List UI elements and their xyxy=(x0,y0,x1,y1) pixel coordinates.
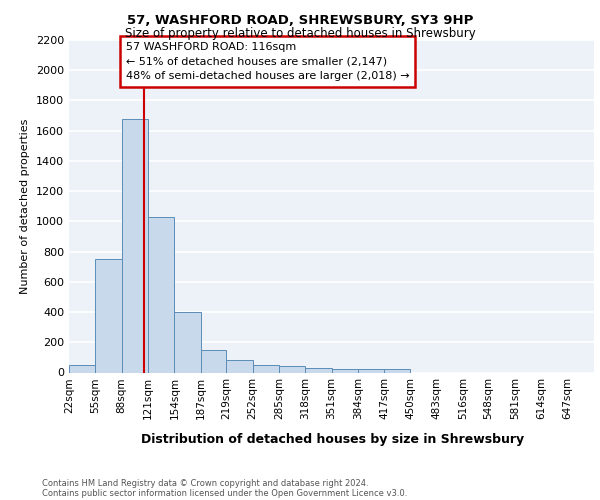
Text: 57, WASHFORD ROAD, SHREWSBURY, SY3 9HP: 57, WASHFORD ROAD, SHREWSBURY, SY3 9HP xyxy=(127,14,473,27)
Bar xyxy=(148,217,175,372)
Bar xyxy=(95,259,122,372)
Text: Contains HM Land Registry data © Crown copyright and database right 2024.: Contains HM Land Registry data © Crown c… xyxy=(42,479,368,488)
Bar xyxy=(226,360,253,372)
Y-axis label: Number of detached properties: Number of detached properties xyxy=(20,118,31,294)
Bar xyxy=(253,365,279,372)
Bar xyxy=(175,312,200,372)
Bar xyxy=(200,350,226,372)
Bar xyxy=(69,365,95,372)
Text: Contains public sector information licensed under the Open Government Licence v3: Contains public sector information licen… xyxy=(42,489,407,498)
Bar xyxy=(305,368,331,372)
Bar xyxy=(331,368,358,372)
Bar xyxy=(384,370,410,372)
Bar xyxy=(279,366,305,372)
Bar xyxy=(358,370,384,372)
Bar xyxy=(122,118,148,372)
Text: Distribution of detached houses by size in Shrewsbury: Distribution of detached houses by size … xyxy=(142,432,524,446)
Text: Size of property relative to detached houses in Shrewsbury: Size of property relative to detached ho… xyxy=(125,28,475,40)
Text: 57 WASHFORD ROAD: 116sqm
← 51% of detached houses are smaller (2,147)
48% of sem: 57 WASHFORD ROAD: 116sqm ← 51% of detach… xyxy=(125,42,409,81)
